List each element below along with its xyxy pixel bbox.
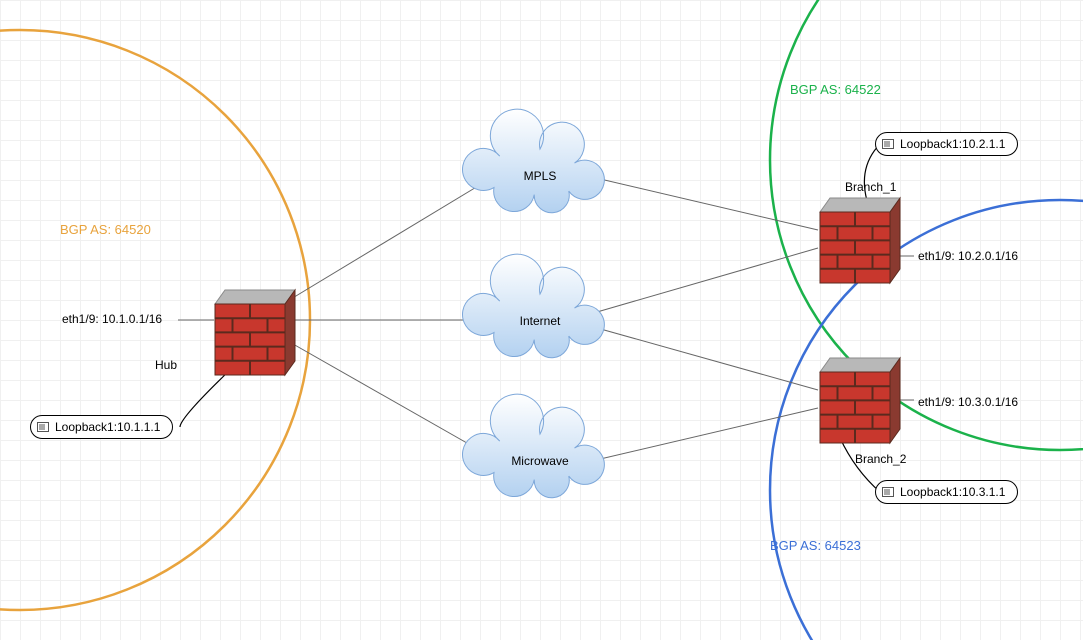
firewall-name-hub: Hub xyxy=(155,358,177,372)
cloud-internet: Internet xyxy=(463,254,605,357)
cloud-label-internet: Internet xyxy=(520,314,561,328)
as-arc-branch2 xyxy=(770,200,1083,640)
cloud-microwave: Microwave xyxy=(463,394,605,497)
eth-label-branch2: eth1/9: 10.3.0.1/16 xyxy=(918,395,1018,409)
diagram-canvas: MPLS Internet Microwave xyxy=(0,0,1083,640)
loopback-hub: Loopback1:10.1.1.1 xyxy=(30,415,173,439)
link-branch1-mpls xyxy=(596,178,818,230)
as-arc-branch1 xyxy=(770,0,1083,450)
firewall-icon-hub xyxy=(215,290,295,375)
link-branch1-internet xyxy=(597,248,818,312)
loopback-branch1: Loopback1:10.2.1.1 xyxy=(875,132,1018,156)
firewall-icon-branch2 xyxy=(820,358,900,443)
as-label-branch2: BGP AS: 64523 xyxy=(770,538,861,553)
loopback-tail-hub xyxy=(180,370,230,427)
firewall-icon-branch1 xyxy=(820,198,900,283)
firewall-name-branch2: Branch_2 xyxy=(855,452,906,466)
link-branch2-microwave xyxy=(596,408,818,460)
cloud-label-mpls: MPLS xyxy=(524,169,557,183)
loopback-branch2: Loopback1:10.3.1.1 xyxy=(875,480,1018,504)
eth-label-hub: eth1/9: 10.1.0.1/16 xyxy=(62,312,162,326)
cloud-mpls: MPLS xyxy=(463,109,605,212)
link-hub-mpls xyxy=(286,180,488,302)
firewall-name-branch1: Branch_1 xyxy=(845,180,896,194)
as-label-hub: BGP AS: 64520 xyxy=(60,222,151,237)
link-hub-microwave xyxy=(286,340,488,455)
eth-label-branch1: eth1/9: 10.2.0.1/16 xyxy=(918,249,1018,263)
link-branch2-internet xyxy=(597,328,818,390)
as-label-branch1: BGP AS: 64522 xyxy=(790,82,881,97)
cloud-label-microwave: Microwave xyxy=(511,454,569,468)
